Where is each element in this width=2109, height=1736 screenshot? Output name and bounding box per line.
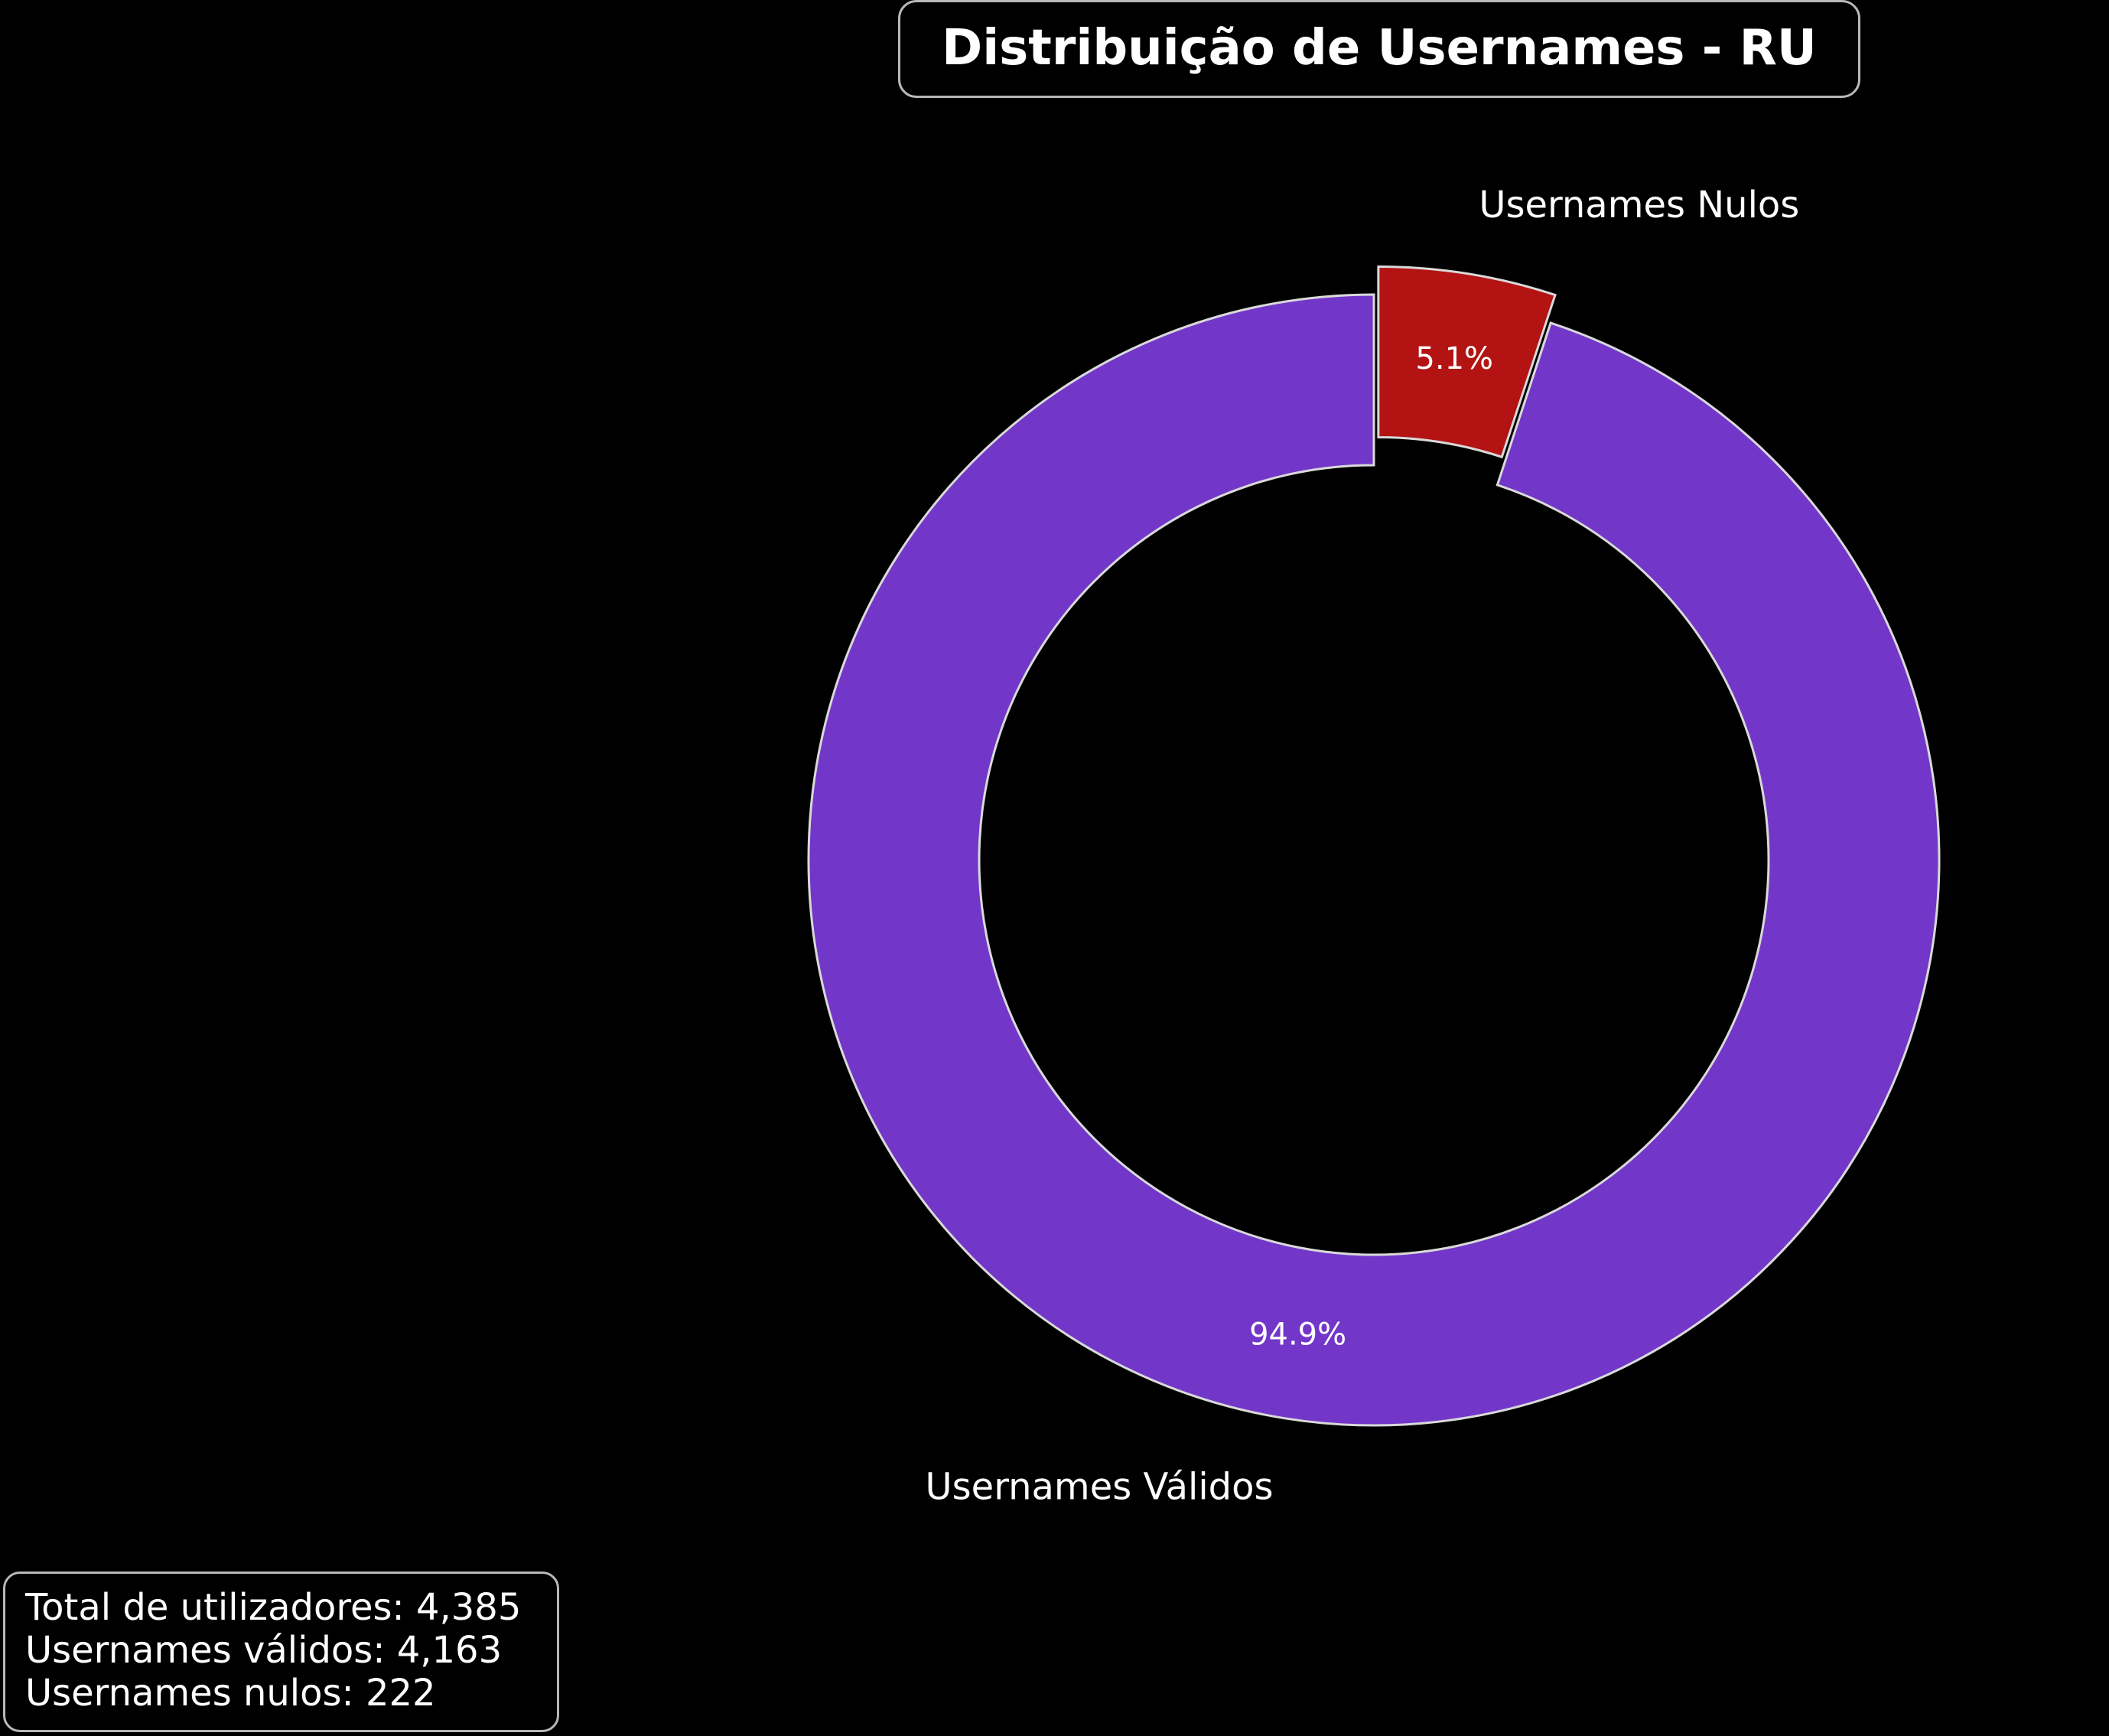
slice-percent-label: 94.9% — [1249, 1317, 1346, 1353]
stats-valid: Usernames válidos: 4,163 — [25, 1629, 503, 1672]
stats-box: Total de utilizadores: 4,385 Usernames v… — [3, 1572, 559, 1732]
pie-slice-nulos — [1377, 265, 1557, 459]
stats-null: Usernames nulos: 222 — [25, 1672, 436, 1715]
stats-total: Total de utilizadores: 4,385 — [25, 1586, 522, 1629]
labels-layer: 5.1% Usernames Nulos 94.9% Usernames Válido… — [926, 184, 1800, 1509]
slice-category-label: Usernames Nulos — [1479, 184, 1799, 226]
slice-category-label: Usernames Válidos — [926, 1466, 1274, 1509]
pie-slice-validos — [807, 293, 1941, 1427]
slices-layer — [807, 265, 1941, 1427]
chart-title: Distribuição de Usernames - RU — [898, 0, 1860, 98]
slice-percent-label: 5.1% — [1415, 341, 1493, 376]
